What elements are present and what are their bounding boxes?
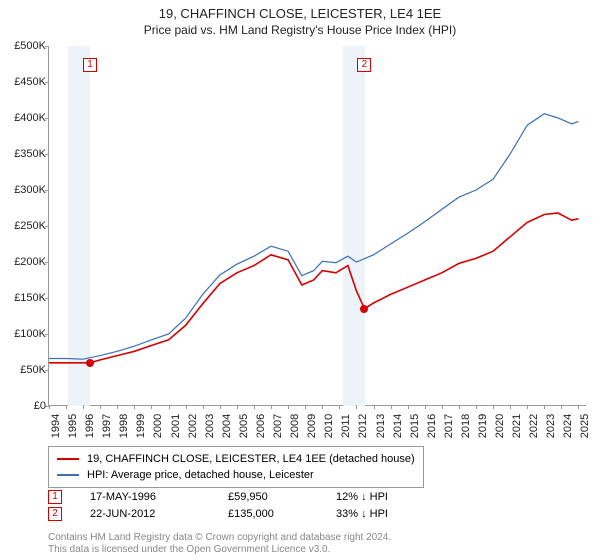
x-axis-label: 2016 (426, 414, 438, 438)
transaction-price: £59,950 (228, 491, 308, 503)
series-hpi (49, 114, 579, 360)
x-axis-label: 2013 (375, 414, 387, 438)
x-axis-label: 1996 (84, 414, 96, 438)
y-axis-label: £150K (14, 292, 46, 304)
y-axis-label: £250K (14, 220, 46, 232)
legend-swatch (57, 474, 79, 476)
y-axis-label: £50K (20, 364, 46, 376)
x-axis-label: 2004 (221, 414, 233, 438)
transaction-date: 22-JUN-2012 (90, 508, 200, 520)
legend-item: 19, CHAFFINCH CLOSE, LEICESTER, LE4 1EE … (57, 451, 415, 467)
x-axis-label: 1999 (136, 414, 148, 438)
transaction-row: 2 22-JUN-2012 £135,000 33% ↓ HPI (48, 507, 388, 521)
legend-swatch (57, 458, 79, 460)
y-axis-label: £0 (34, 400, 46, 412)
x-axis-label: 2021 (511, 414, 523, 438)
transaction-marker: 1 (83, 58, 97, 72)
x-axis-label: 1995 (67, 414, 79, 438)
series-price_paid (49, 213, 579, 363)
transaction-price: £135,000 (228, 508, 308, 520)
x-axis-label: 1998 (119, 414, 131, 438)
transaction-point (360, 305, 368, 313)
transaction-row-marker: 1 (48, 490, 62, 504)
x-axis-label: 2008 (289, 414, 301, 438)
x-axis-label: 2010 (324, 414, 336, 438)
x-axis-label: 2002 (187, 414, 199, 438)
transaction-marker: 2 (357, 58, 371, 72)
legend-label: 19, CHAFFINCH CLOSE, LEICESTER, LE4 1EE … (87, 451, 415, 467)
y-axis-label: £300K (14, 184, 46, 196)
legend-item: HPI: Average price, detached house, Leic… (57, 467, 415, 483)
x-axis-label: 2019 (477, 414, 489, 438)
y-axis-label: £350K (14, 148, 46, 160)
y-axis-label: £500K (14, 40, 46, 52)
legend: 19, CHAFFINCH CLOSE, LEICESTER, LE4 1EE … (48, 446, 424, 488)
footer-line-2: This data is licensed under the Open Gov… (48, 544, 391, 556)
transaction-delta: 33% ↓ HPI (336, 508, 388, 520)
x-axis-label: 2017 (443, 414, 455, 438)
x-axis-label: 2012 (358, 414, 370, 438)
transaction-date: 17-MAY-1996 (90, 491, 200, 503)
transaction-row-marker: 2 (48, 507, 62, 521)
x-axis-label: 2015 (409, 414, 421, 438)
transaction-delta: 12% ↓ HPI (336, 491, 388, 503)
y-axis-label: £200K (14, 256, 46, 268)
x-axis-label: 1997 (101, 414, 113, 438)
chart-subtitle: Price paid vs. HM Land Registry's House … (0, 21, 600, 37)
x-axis-label: 2014 (392, 414, 404, 438)
y-axis-label: £450K (14, 76, 46, 88)
x-axis-label: 2005 (238, 414, 250, 438)
x-axis-label: 2011 (340, 414, 352, 438)
chart-plot-area: £0£50K£100K£150K£200K£250K£300K£350K£400… (48, 46, 586, 406)
x-axis-label: 2000 (153, 414, 165, 438)
footer-line-1: Contains HM Land Registry data © Crown c… (48, 532, 391, 544)
x-axis-label: 2023 (546, 414, 558, 438)
x-axis-label: 2001 (170, 414, 182, 438)
y-axis-label: £100K (14, 328, 46, 340)
x-axis-label: 2024 (563, 414, 575, 438)
y-axis-label: £400K (14, 112, 46, 124)
transaction-row: 1 17-MAY-1996 £59,950 12% ↓ HPI (48, 490, 388, 504)
x-axis-label: 1994 (50, 414, 62, 438)
x-axis-label: 2020 (494, 414, 506, 438)
x-axis-label: 2006 (255, 414, 267, 438)
chart-title: 19, CHAFFINCH CLOSE, LEICESTER, LE4 1EE (0, 0, 600, 21)
footer-attribution: Contains HM Land Registry data © Crown c… (48, 532, 391, 556)
x-axis-label: 2025 (580, 414, 592, 438)
x-axis-label: 2003 (204, 414, 216, 438)
transaction-point (86, 359, 94, 367)
x-axis-label: 2022 (528, 414, 540, 438)
legend-label: HPI: Average price, detached house, Leic… (87, 467, 314, 483)
transactions-table: 1 17-MAY-1996 £59,950 12% ↓ HPI 2 22-JUN-2012… (48, 490, 388, 524)
x-axis-label: 2007 (272, 414, 284, 438)
x-axis-label: 2018 (460, 414, 472, 438)
chart-lines (49, 46, 587, 406)
x-axis-label: 2009 (306, 414, 318, 438)
